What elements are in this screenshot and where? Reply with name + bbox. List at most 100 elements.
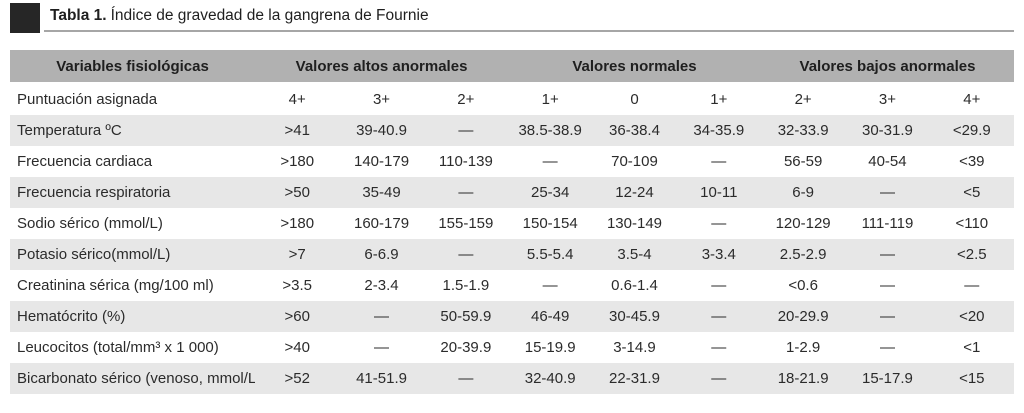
row-value: 3-14.9 — [613, 339, 656, 356]
row-value: 32-33.9 — [777, 122, 829, 139]
row-value: — — [458, 122, 474, 139]
row-value: >3.5 — [282, 277, 313, 294]
row-value: 5.5-5.4 — [526, 246, 574, 263]
row-value: >180 — [280, 215, 315, 232]
row-label: Puntuación asignada — [17, 91, 158, 108]
row-value: 160-179 — [354, 215, 410, 232]
row-value: >180 — [280, 153, 315, 170]
row-value: 150-154 — [522, 215, 578, 232]
row-value: 3-3.4 — [701, 246, 736, 263]
row-value: 39-40.9 — [356, 122, 407, 139]
row-value: 30-45.9 — [609, 308, 660, 325]
row-value: 10-11 — [700, 184, 738, 201]
row-value: — — [458, 184, 474, 201]
row-value: 46-49 — [530, 308, 570, 325]
row-value: 0 — [630, 91, 639, 108]
row-value: 3+ — [372, 91, 391, 108]
table-caption-number: Tabla 1. — [50, 7, 107, 24]
row-value: — — [964, 277, 980, 294]
row-value: — — [711, 339, 727, 356]
row-label: Hematócrito (%) — [17, 308, 126, 325]
row-value: 4+ — [288, 91, 306, 108]
row-value: 110-139 — [438, 153, 493, 170]
row-value: 155-159 — [438, 215, 494, 232]
row-value: — — [879, 308, 895, 325]
row-value: <5 — [963, 184, 981, 201]
table-caption-bar: Tabla 1. Índice de gravedad de la gangren… — [0, 0, 1024, 47]
row-value: — — [374, 339, 390, 356]
table-body: Puntuación asignada 4+ 3+ 2+ 1+ 0 1+ 2+ 3+ 4+ Temp… — [10, 83, 1014, 394]
table-row: Hematócrito (%) >60 — 50-59.9 46-49 30-45.9 — 2… — [10, 301, 1014, 332]
row-value: >50 — [284, 184, 310, 201]
row-value: 35-49 — [362, 184, 401, 201]
row-value: 15-19.9 — [524, 339, 576, 356]
row-value: — — [711, 308, 727, 325]
table-row: Temperatura ºC >41 39-40.9 — 38.5-38.9 36-38.… — [10, 115, 1014, 146]
fournier-severity-index-table: Variables fisiológicas Valores altos ano… — [10, 50, 1014, 394]
row-value: — — [542, 277, 558, 294]
caption-square-marker-icon — [10, 3, 40, 33]
row-value: <2.5 — [956, 246, 987, 263]
row-value: 1+ — [541, 91, 559, 108]
row-value: — — [711, 277, 727, 294]
row-label: Frecuencia cardiaca — [17, 153, 153, 170]
row-value: 36-38.4 — [609, 122, 660, 139]
table-row: Puntuación asignada 4+ 3+ 2+ 1+ 0 1+ 2+ 3+ 4+ — [10, 83, 1014, 115]
row-value: >52 — [284, 370, 310, 387]
row-value: — — [879, 277, 895, 294]
row-value: >40 — [284, 339, 310, 356]
table-row: Bicarbonato sérico (venoso, mmol/L) >52 41… — [10, 363, 1014, 394]
table-row: Creatinina sérica (mg/100 ml) >3.5 2-3.4 1.… — [10, 270, 1014, 301]
row-value: 1-2.9 — [786, 339, 821, 356]
row-value: 20-29.9 — [777, 308, 829, 325]
row-value: 1+ — [710, 91, 728, 108]
group-header-low-abnormal: Valores bajos anormales — [760, 50, 1014, 84]
row-value: 2-3.4 — [364, 277, 399, 294]
variables-column-header: Variables fisiológicas — [10, 50, 256, 84]
table-row: Frecuencia respiratoria >50 35-49 — 25-34 12-… — [10, 177, 1014, 208]
row-value: 140-179 — [354, 153, 410, 170]
row-value: 6-9 — [792, 184, 814, 201]
row-value: 18-21.9 — [777, 370, 829, 387]
row-value: 38.5-38.9 — [518, 122, 582, 139]
row-value: 0.6-1.4 — [611, 277, 658, 294]
table-row: Potasio sérico(mmol/L) >7 6-6.9 — 5.5-5.4 3.5… — [10, 239, 1014, 270]
row-value: 3+ — [878, 91, 896, 108]
row-value: 50-59.9 — [440, 308, 492, 325]
row-value: >41 — [284, 122, 310, 139]
row-value: 56-59 — [783, 153, 823, 170]
row-value: <29.9 — [952, 122, 991, 139]
row-value: 30-31.9 — [862, 122, 913, 139]
row-label: Sodio sérico (mmol/L) — [17, 215, 163, 232]
row-value: — — [879, 246, 895, 263]
row-value: 15-17.9 — [862, 370, 913, 387]
row-value: — — [374, 308, 390, 325]
row-value: 120-129 — [775, 215, 831, 232]
group-header-normal: Valores normales — [508, 50, 761, 84]
row-value: — — [711, 153, 727, 170]
row-value: 41-51.9 — [356, 370, 407, 387]
row-value: >7 — [288, 246, 306, 263]
row-value: 111-119 — [861, 215, 914, 232]
row-label: Frecuencia respiratoria — [17, 184, 171, 201]
table-caption: Tabla 1. Índice de gravedad de la gangren… — [44, 3, 1014, 32]
row-value: 70-109 — [611, 153, 658, 170]
row-value: <20 — [959, 308, 985, 325]
group-header-high-abnormal: Valores altos anormales — [255, 50, 509, 84]
row-value: 2.5-2.9 — [779, 246, 827, 263]
row-value: — — [711, 370, 727, 387]
row-value: <39 — [959, 153, 985, 170]
table-row: Frecuencia cardiaca >180 140-179 110-139 — 70… — [10, 146, 1014, 177]
row-value: <0.6 — [788, 277, 818, 294]
row-value: 2+ — [457, 91, 475, 108]
row-label: Bicarbonato sérico (venoso, mmol/L) — [17, 370, 256, 387]
row-value: 2+ — [794, 91, 812, 108]
row-value: 34-35.9 — [693, 122, 745, 139]
row-value: <110 — [955, 215, 989, 232]
row-label: Potasio sérico(mmol/L) — [17, 246, 171, 263]
row-value: 1.5-1.9 — [442, 277, 490, 294]
table-row: Sodio sérico (mmol/L) >180 160-179 155-159 1… — [10, 208, 1014, 239]
row-value: — — [458, 246, 474, 263]
table-caption-text: Índice de gravedad de la gangrena de Fou… — [110, 7, 429, 24]
row-value: >60 — [284, 308, 310, 325]
